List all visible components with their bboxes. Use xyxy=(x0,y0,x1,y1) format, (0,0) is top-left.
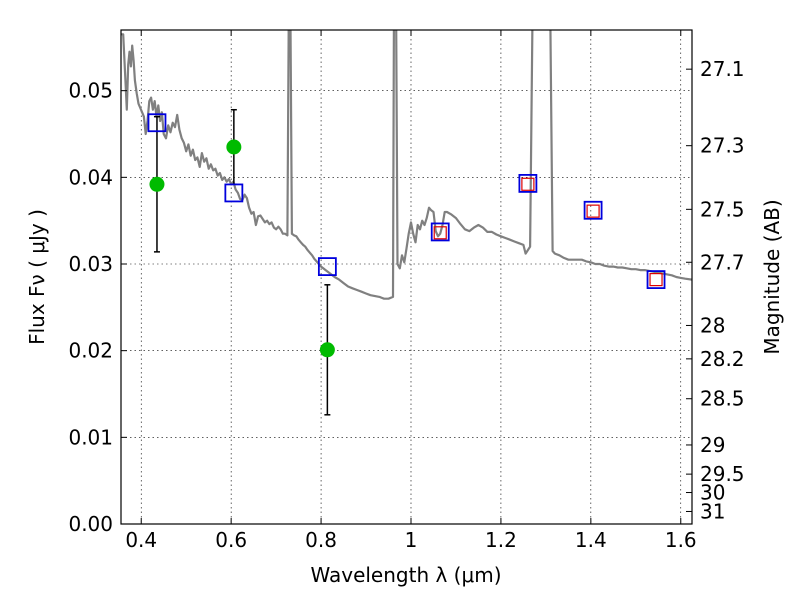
observed-flux-point xyxy=(319,342,335,358)
model-flux-square xyxy=(518,173,538,193)
mag-tick-label: 28 xyxy=(700,313,725,337)
observed-flux-point xyxy=(149,176,165,192)
x-tick-label: 1 xyxy=(405,528,418,552)
mag-tick-label: 28.5 xyxy=(700,387,745,411)
model-flux-square xyxy=(224,183,244,203)
y-tick-label: 0.04 xyxy=(68,165,113,189)
y-tick-label: 0.01 xyxy=(68,425,113,449)
axis-ticks: 0.4 0.6 0.8 1 1.2 1.4 1.6 0.00 0.01 0.02 0.03 0.04 0… xyxy=(68,30,745,552)
y-tick-label: 0.03 xyxy=(68,252,113,276)
mag-tick-label: 31 xyxy=(700,499,725,523)
x-tick-label: 0.8 xyxy=(305,528,337,552)
x-tick-label: 1.6 xyxy=(665,528,697,552)
x-tick-label: 0.4 xyxy=(125,528,157,552)
y-tick-label: 0.00 xyxy=(68,512,113,536)
mag-tick-label: 27.5 xyxy=(700,197,745,221)
observed-flux-point xyxy=(226,139,242,155)
model-flux-square-inner xyxy=(521,177,535,191)
model-flux-square xyxy=(583,200,603,220)
mag-tick-label: 28.2 xyxy=(700,347,745,371)
plot-area xyxy=(121,30,692,416)
mag-tick-label: 27.1 xyxy=(700,57,745,81)
mag-tick-label: 29 xyxy=(700,433,725,457)
model-flux-square-inner xyxy=(586,204,600,218)
mag-tick-label: 27.3 xyxy=(700,134,745,158)
model-flux-square xyxy=(147,113,167,133)
x-tick-label: 0.6 xyxy=(215,528,247,552)
y-axis-label-right: Magnitude (AB) xyxy=(760,199,784,354)
model-flux-square xyxy=(646,270,666,290)
model-flux-square xyxy=(317,257,337,277)
model-flux-square xyxy=(430,222,450,242)
y-axis-label-left: Flux Fν ( μJy ) xyxy=(25,209,49,345)
mag-tick-label: 30 xyxy=(700,481,725,505)
plot-frame xyxy=(120,29,693,525)
mag-tick-label: 27.7 xyxy=(700,250,745,274)
model-flux-square-inner xyxy=(433,226,447,240)
x-tick-label: 1.4 xyxy=(575,528,607,552)
y-tick-label: 0.02 xyxy=(68,339,113,363)
mag-tick-label: 29.5 xyxy=(700,462,745,486)
model-flux-square-inner xyxy=(649,273,663,287)
x-axis-label: Wavelength λ (μm) xyxy=(310,563,501,587)
y-tick-label: 0.05 xyxy=(68,79,113,103)
x-tick-label: 1.2 xyxy=(485,528,517,552)
